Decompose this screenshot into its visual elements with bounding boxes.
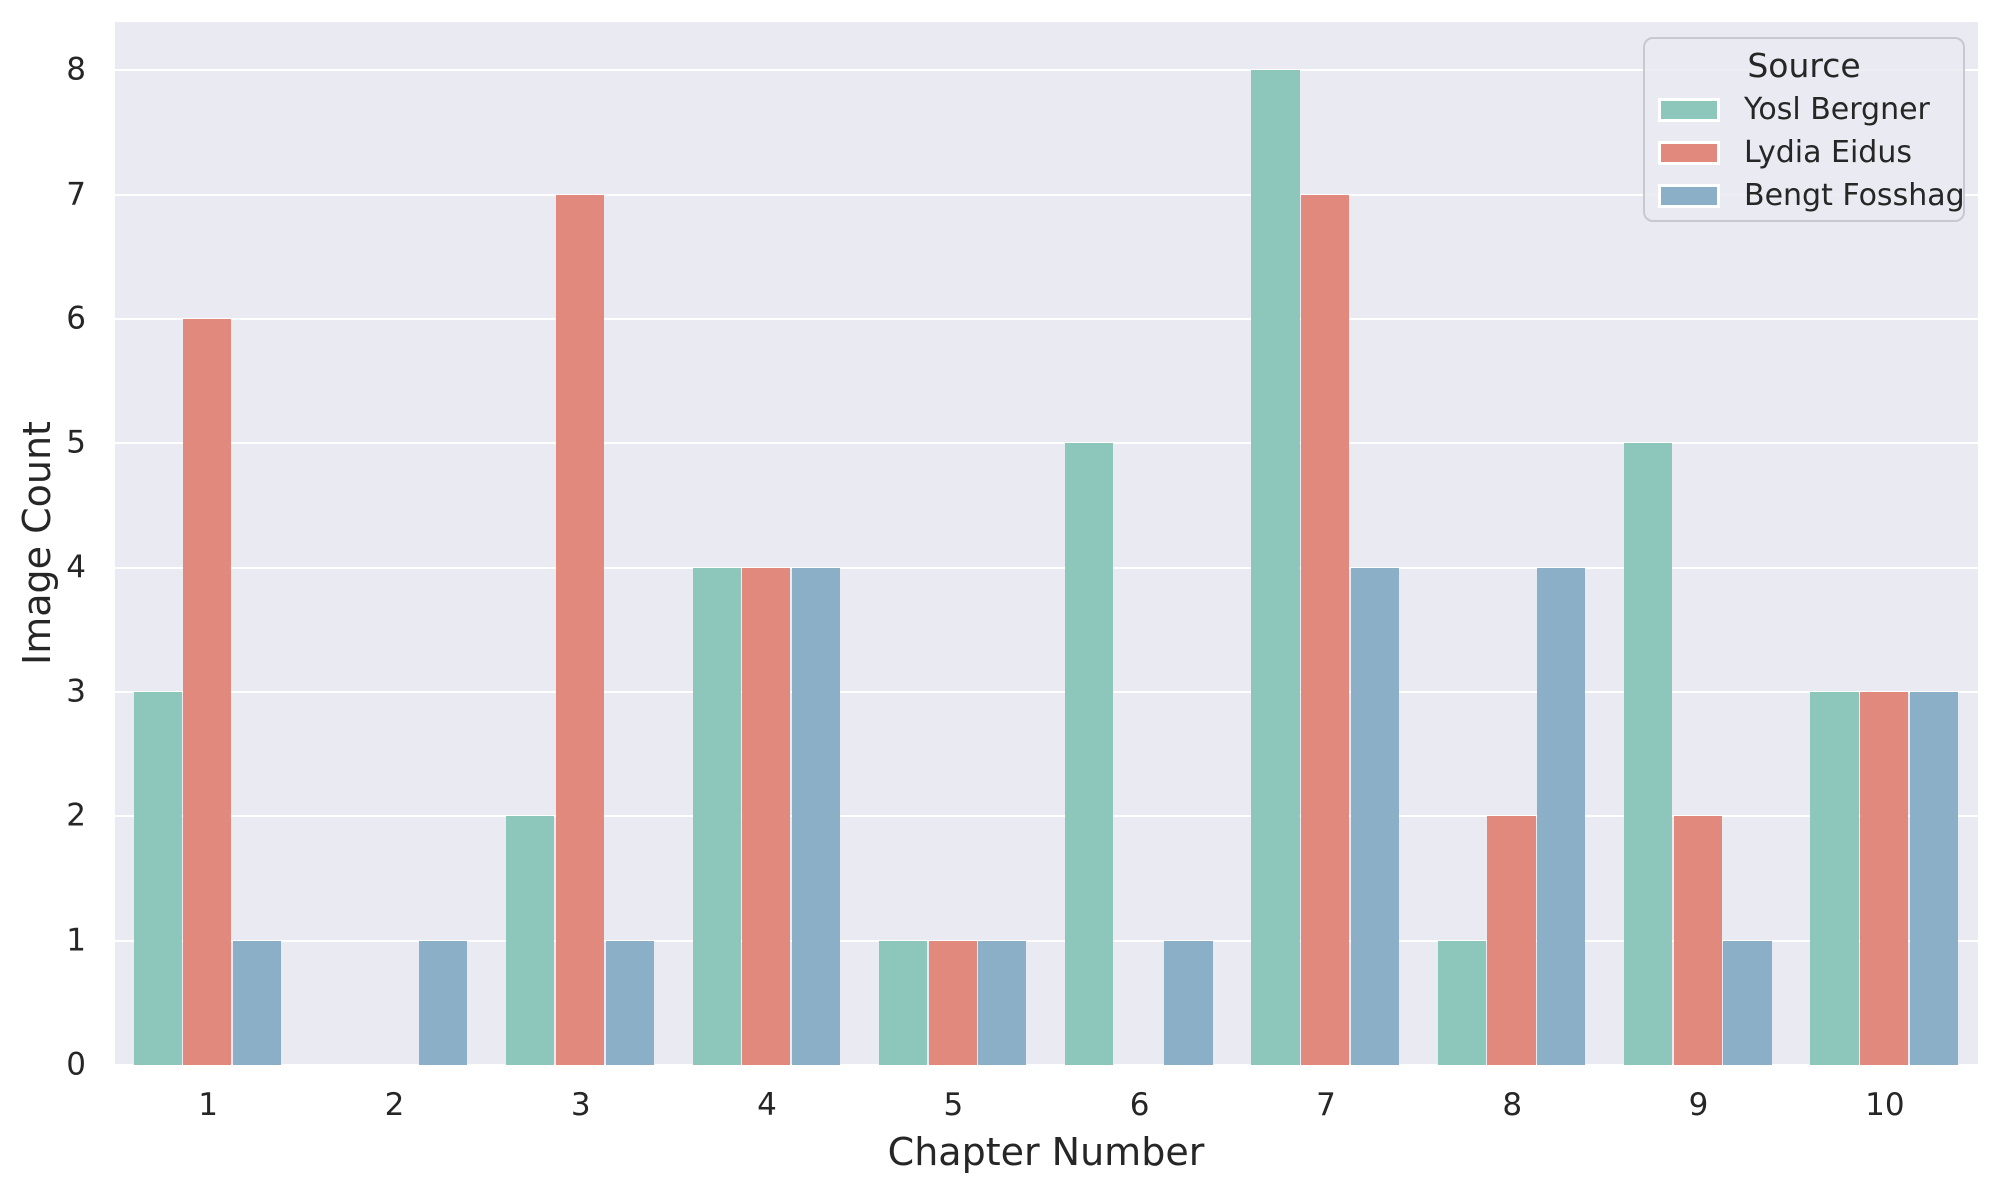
gridline-y-0	[115, 1064, 1978, 1066]
bar-ch4-yosl-bergner	[692, 567, 741, 1065]
gridline-y-5	[115, 442, 1978, 445]
bar-ch8-yosl-bergner	[1437, 940, 1486, 1065]
y-tick-label-5: 5	[66, 424, 86, 461]
bar-ch10-lydia-eidus	[1860, 692, 1909, 1065]
bar-ch7-bengt-fosshag	[1350, 567, 1399, 1065]
x-tick-label-3: 3	[570, 1087, 591, 1123]
legend-title: Source	[1747, 46, 1861, 85]
bar-ch8-bengt-fosshag	[1537, 567, 1586, 1065]
bar-ch6-yosl-bergner	[1065, 443, 1114, 1065]
legend-label: Lydia Eidus	[1744, 134, 1912, 170]
gridline-y-4	[115, 566, 1978, 569]
legend-swatch-icon	[1658, 97, 1720, 122]
legend-item-yosl-bergner: Yosl Bergner	[1645, 88, 1963, 131]
legend-item-lydia-eidus: Lydia Eidus	[1645, 131, 1963, 174]
bar-ch3-yosl-bergner	[506, 816, 555, 1065]
x-tick-labels: 1 2 3 4 5 6 7 8 9 10	[115, 1090, 1978, 1130]
y-tick-label-1: 1	[66, 922, 86, 959]
bar-ch6-bengt-fosshag	[1164, 940, 1213, 1065]
y-tick-label-2: 2	[66, 797, 86, 834]
x-tick-label-7: 7	[1316, 1087, 1336, 1123]
bar-ch4-lydia-eidus	[742, 567, 791, 1065]
y-tick-label-0: 0	[66, 1046, 86, 1083]
bar-ch2-bengt-fosshag	[419, 940, 468, 1065]
gridline-y-1	[115, 939, 1978, 942]
gridline-y-3	[115, 691, 1978, 694]
x-tick-label-8: 8	[1502, 1087, 1523, 1123]
gridline-y-7	[115, 193, 1978, 196]
y-tick-label-3: 3	[66, 673, 86, 710]
x-tick-label-6: 6	[1129, 1087, 1150, 1123]
bar-ch8-lydia-eidus	[1487, 816, 1536, 1065]
bar-ch4-bengt-fosshag	[791, 567, 841, 1065]
x-axis-title: Chapter Number	[887, 1130, 1205, 1174]
legend-swatch-icon	[1658, 140, 1720, 165]
gridline-y-8	[115, 69, 1978, 72]
bar-ch9-yosl-bergner	[1624, 443, 1673, 1065]
y-axis-title: Image Count	[15, 421, 60, 665]
x-tick-label-2: 2	[384, 1087, 405, 1123]
gridline-y-2	[115, 815, 1978, 818]
bar-ch1-bengt-fosshag	[232, 940, 282, 1065]
bar-ch3-bengt-fosshag	[605, 940, 654, 1065]
legend-label: Bengt Fosshag	[1744, 177, 1965, 213]
y-tick-label-7: 7	[66, 176, 86, 213]
bar-ch10-bengt-fosshag	[1909, 692, 1958, 1065]
bar-ch5-yosl-bergner	[878, 940, 927, 1065]
bar-ch1-yosl-bergner	[133, 692, 182, 1065]
y-tick-label-6: 6	[66, 300, 86, 337]
bar-ch3-lydia-eidus	[555, 194, 605, 1065]
bar-ch9-lydia-eidus	[1673, 816, 1722, 1065]
x-tick-label-10: 10	[1865, 1087, 1905, 1123]
bar-ch10-yosl-bergner	[1810, 692, 1859, 1065]
legend-item-bengt-fosshag: Bengt Fosshag	[1645, 174, 1965, 217]
x-tick-label-4: 4	[757, 1087, 777, 1123]
legend-swatch-icon	[1658, 183, 1720, 208]
bar-ch7-yosl-bergner	[1251, 70, 1300, 1065]
bar-ch5-bengt-fosshag	[978, 940, 1027, 1065]
y-tick-labels: 0 1 2 3 4 5 6 7 8	[0, 22, 86, 1080]
y-tick-label-8: 8	[66, 51, 86, 88]
gridline-y-6	[115, 318, 1978, 321]
bar-ch9-bengt-fosshag	[1723, 940, 1772, 1065]
bar-ch5-lydia-eidus	[928, 940, 977, 1065]
x-tick-label-9: 9	[1688, 1087, 1709, 1123]
legend-label: Yosl Bergner	[1744, 91, 1930, 127]
legend: Source Yosl Bergner Lydia Eidus Bengt Foss…	[1643, 37, 1965, 222]
bar-ch1-lydia-eidus	[183, 319, 232, 1065]
legend-items: Yosl Bergner Lydia Eidus Bengt Fosshag	[1645, 88, 1965, 217]
y-tick-label-4: 4	[66, 549, 86, 586]
x-tick-label-1: 1	[198, 1087, 219, 1123]
bar-ch7-lydia-eidus	[1301, 194, 1350, 1065]
x-tick-label-5: 5	[943, 1087, 964, 1123]
